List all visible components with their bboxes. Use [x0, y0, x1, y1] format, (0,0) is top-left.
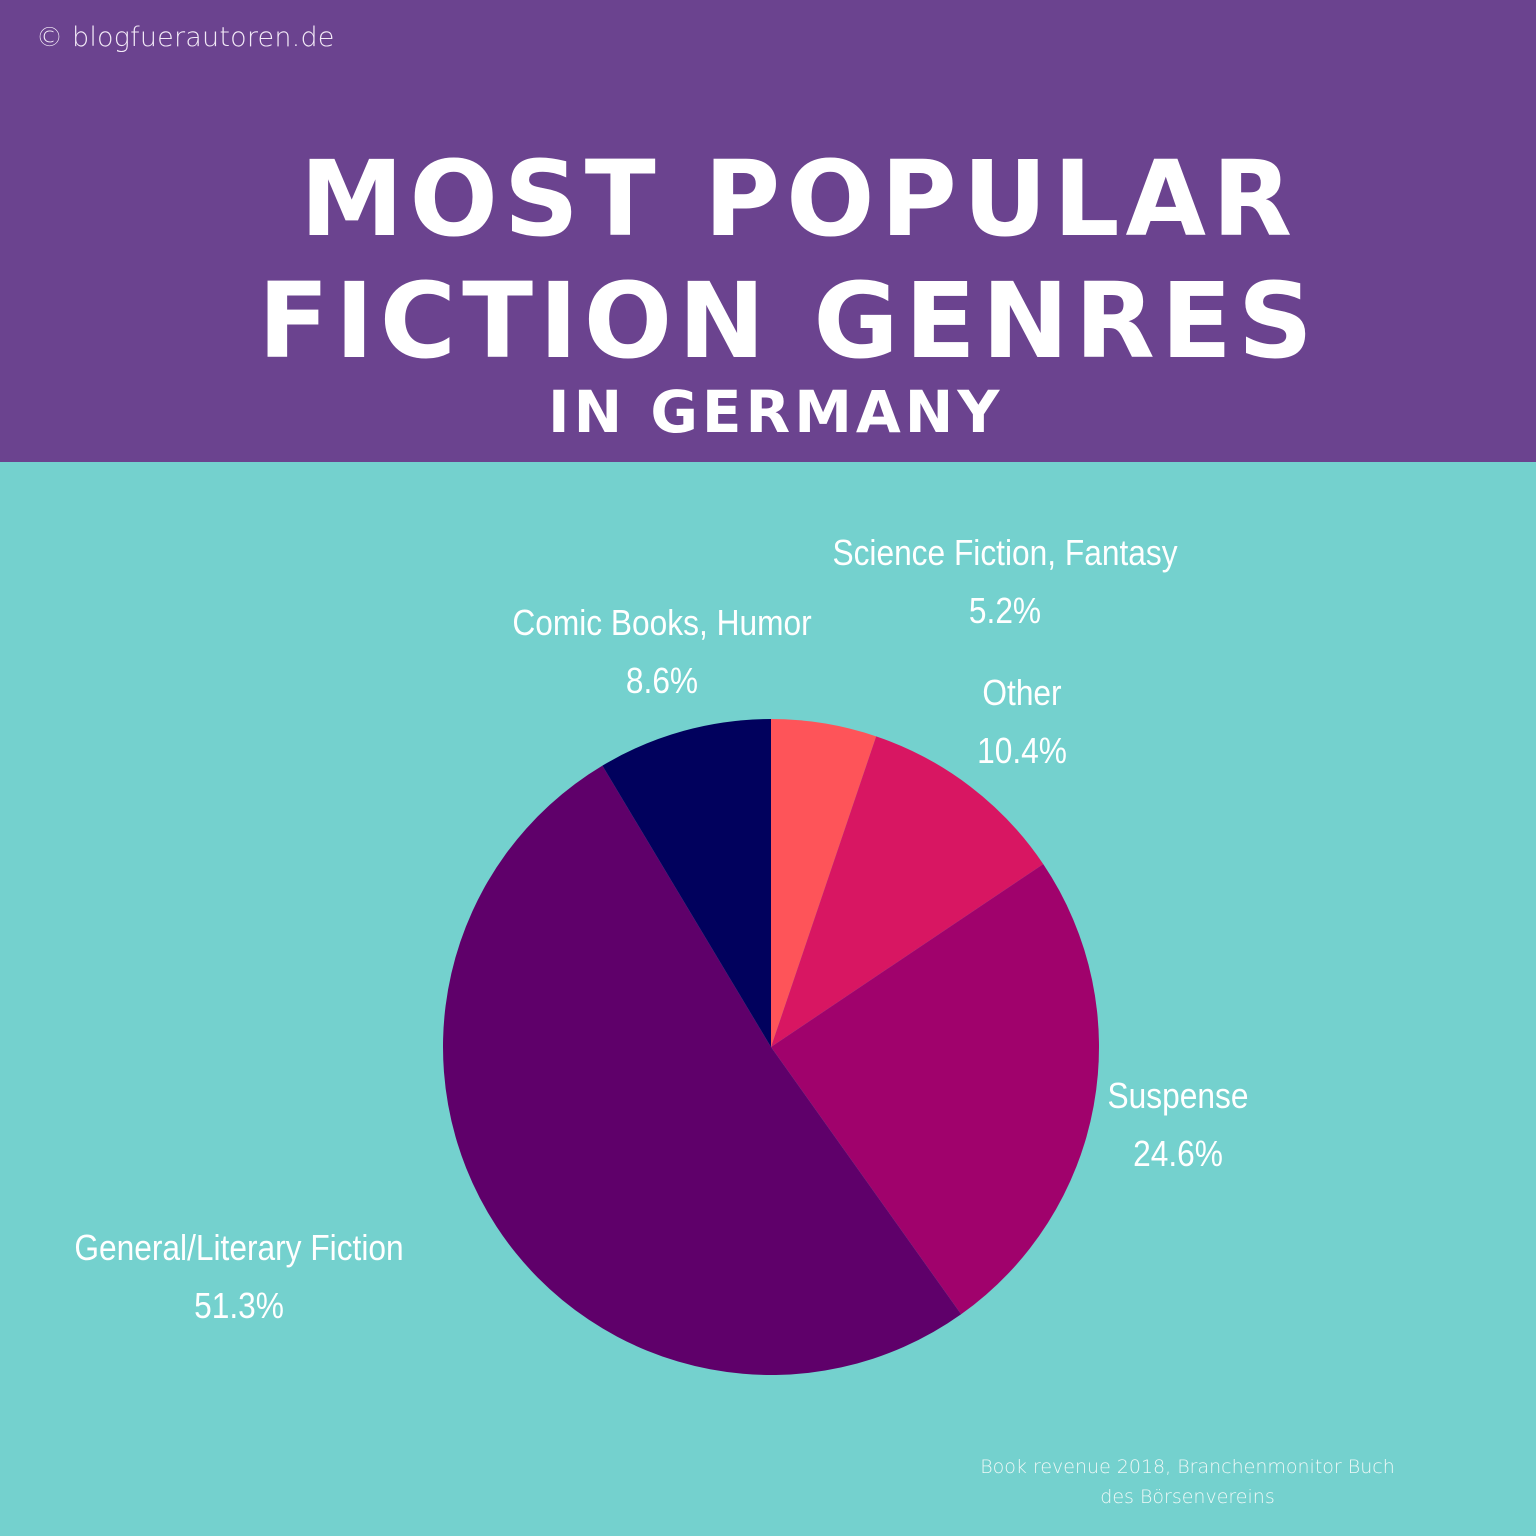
slice-suspense — [771, 864, 1099, 1315]
title-line-3: in Germany — [548, 378, 1004, 446]
label-other-name: Other — [982, 672, 1062, 713]
label-general: General/Literary Fiction 51.3% — [46, 1219, 431, 1335]
label-scifi: Science Fiction, Fantasy 5.2% — [807, 524, 1203, 640]
label-scifi-name: Science Fiction, Fantasy — [832, 532, 1178, 573]
label-other: Other 10.4% — [934, 664, 1110, 780]
label-general-name: General/Literary Fiction — [74, 1227, 404, 1268]
label-comic-value: 8.6% — [625, 660, 699, 701]
label-suspense-name: Suspense — [1107, 1075, 1249, 1116]
label-general-value: 51.3% — [194, 1285, 284, 1326]
slice-scifi — [771, 719, 877, 1047]
header-banner: © blogfuerautoren.de Most Popular Fictio… — [0, 0, 1536, 462]
label-suspense: Suspense 24.6% — [1090, 1067, 1266, 1183]
label-scifi-value: 5.2% — [968, 590, 1042, 631]
label-comic: Comic Books, Humor 8.6% — [486, 594, 838, 710]
slice-general — [443, 765, 962, 1375]
source-line-2: des Börsenvereins — [1100, 1486, 1275, 1508]
source-note: Book revenue 2018, Branchenmonitor Buch … — [960, 1452, 1415, 1512]
pie-chart — [443, 719, 1099, 1375]
pie-chart-area: Science Fiction, Fantasy 5.2% Comic Book… — [0, 462, 1536, 1536]
copyright-notice: © blogfuerautoren.de — [36, 22, 335, 53]
label-other-value: 10.4% — [977, 730, 1067, 771]
label-suspense-value: 24.6% — [1133, 1133, 1223, 1174]
slice-comic — [602, 719, 771, 1047]
label-comic-name: Comic Books, Humor — [512, 602, 812, 643]
source-line-1: Book revenue 2018, Branchenmonitor Buch — [980, 1456, 1395, 1478]
title-line-1: Most Popular — [300, 138, 1299, 260]
slice-other — [771, 736, 1044, 1047]
title-line-2: Fiction Genres — [258, 260, 1319, 382]
